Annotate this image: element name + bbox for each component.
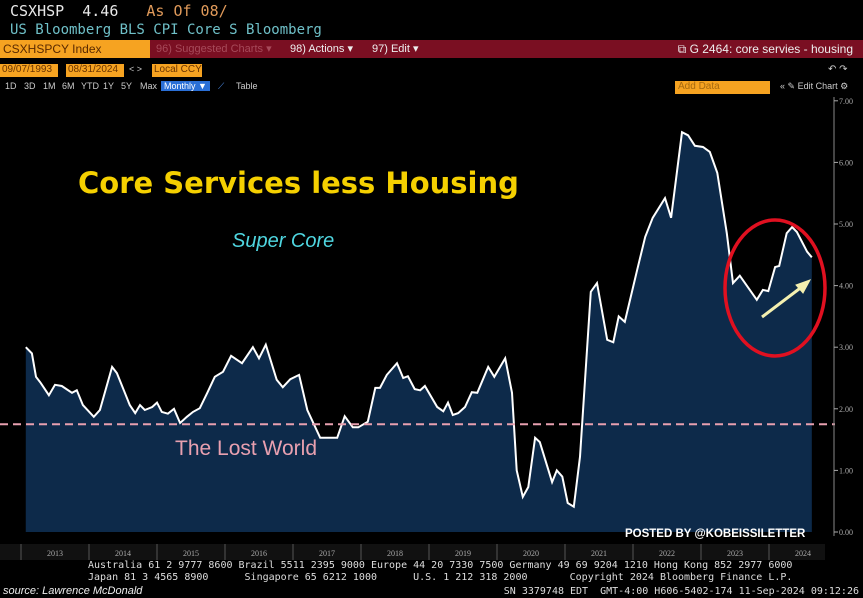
y-tick-label: 2.00 <box>839 405 853 414</box>
trend-arrow <box>761 279 812 319</box>
lost-world-annotation: The Lost World <box>175 437 317 460</box>
table-button[interactable]: Table <box>236 81 258 91</box>
x-tick-label: 2021 <box>591 549 607 558</box>
suggested-charts-button[interactable]: 96) Suggested Charts ▾ <box>156 43 272 55</box>
popout-icon: ⧉ <box>677 42 690 56</box>
x-axis-band <box>0 544 825 560</box>
undo-icon[interactable]: ↶ ↷ <box>828 64 848 75</box>
period-1y[interactable]: 1Y <box>103 81 115 91</box>
period-6m[interactable]: 6M <box>62 81 75 91</box>
end-date-input[interactable]: 08/31/2024 <box>66 64 124 77</box>
period-1m[interactable]: 1M <box>43 81 56 91</box>
x-axis: 2013 2014 2015 2016 2017 2018 2019 2020 2021 2022… <box>0 544 825 560</box>
chart-subtitle: Super Core <box>232 230 334 252</box>
source-note: source: Lawrence McDonald <box>3 585 143 597</box>
currency-select[interactable]: Local CCY <box>152 64 202 77</box>
y-tick-label: 1.00 <box>839 466 853 475</box>
x-tick-label: 2017 <box>319 549 335 558</box>
x-tick-label: 2014 <box>115 549 131 558</box>
security-description: US Bloomberg BLS CPI Core S Bloomberg <box>10 22 322 38</box>
session-info: SN 3379748 EDT GMT-4:00 H606-5402-174 11… <box>503 586 859 597</box>
add-data-input[interactable]: Add Data <box>675 81 770 94</box>
highlight-circle <box>723 218 827 358</box>
edit-chart-button[interactable]: « ✎ Edit Chart ⚙ <box>780 81 849 91</box>
footer-contacts-1: Australia 61 2 9777 8600 Brazil 5511 239… <box>88 560 793 571</box>
x-tick-label: 2023 <box>727 549 743 558</box>
ticker: CSXHSP <box>10 2 65 20</box>
period-ytd[interactable]: YTD <box>81 81 99 91</box>
security-input[interactable]: CSXHSPCY Index <box>0 40 150 58</box>
y-tick-label: 0.00 <box>839 528 853 537</box>
x-tick-label: 2018 <box>387 549 403 558</box>
command-bar: CSXHSPCY Index 96) Suggested Charts ▾ 98… <box>0 40 863 58</box>
chart-name-text: G 2464: core servies - housing <box>689 42 853 56</box>
y-tick-label: 3.00 <box>839 343 853 352</box>
start-date-input[interactable]: 09/07/1993 <box>0 64 58 77</box>
period-5y[interactable]: 5Y <box>121 81 133 91</box>
x-tick-label: 2015 <box>183 549 199 558</box>
chart-name[interactable]: ⧉ G 2464: core servies - housing <box>678 42 853 57</box>
chart-title: Core Services less Housing <box>78 166 519 200</box>
watermark: POSTED BY @KOBEISSILETTER <box>625 528 806 540</box>
period-1d[interactable]: 1D <box>5 81 17 91</box>
ticker-line: CSXHSP 4.46 As Of 08/ <box>10 2 228 20</box>
y-tick-label: 5.00 <box>839 220 853 229</box>
x-tick-label: 2016 <box>251 549 267 558</box>
y-tick-label: 4.00 <box>839 282 853 291</box>
x-tick-label: 2022 <box>659 549 675 558</box>
x-tick-label: 2024 <box>795 549 811 558</box>
x-tick-label: 2020 <box>523 549 539 558</box>
as-of: As Of 08/ <box>146 2 228 20</box>
x-tick-label: 2013 <box>47 549 63 558</box>
y-axis: 0.00 1.00 2.00 3.00 4.00 5.00 6.00 7.00 <box>833 97 853 537</box>
frequency-select[interactable]: Monthly ▼ <box>161 81 210 91</box>
line-chart-icon[interactable]: ⟋ <box>218 81 225 91</box>
x-tick-label: 2019 <box>455 549 471 558</box>
series-area <box>25 132 812 532</box>
footer-contacts-2: Japan 81 3 4565 8900 Singapore 65 6212 1… <box>88 572 793 583</box>
prev-icon[interactable]: < > <box>129 64 143 74</box>
period-max[interactable]: Max <box>140 81 158 91</box>
edit-chart-label: Edit Chart <box>797 81 838 91</box>
period-3d[interactable]: 3D <box>24 81 36 91</box>
actions-menu[interactable]: 98) Actions ▾ <box>290 43 353 55</box>
y-tick-label: 7.00 <box>839 97 853 106</box>
series-line <box>25 130 813 509</box>
y-tick-label: 6.00 <box>839 158 853 167</box>
chart: 2013 2014 2015 2016 2017 2018 2019 2020 2021 2022… <box>0 97 853 560</box>
last-price: 4.46 <box>82 2 119 20</box>
edit-menu[interactable]: 97) Edit ▾ <box>372 43 419 55</box>
